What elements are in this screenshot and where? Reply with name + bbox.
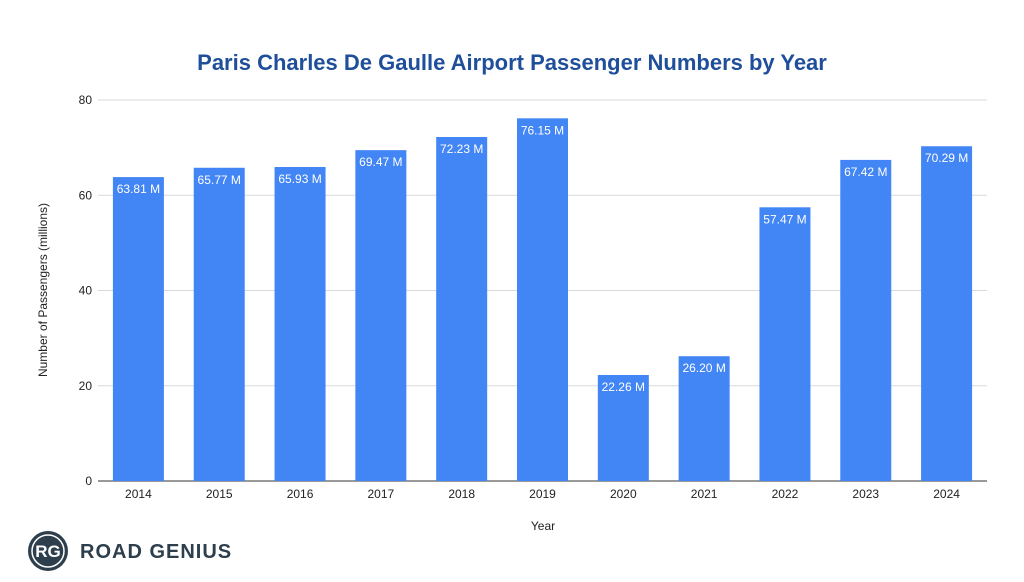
bar-data-label: 57.47 M: [763, 212, 806, 226]
x-tick-label: 2015: [206, 487, 233, 501]
bar-2015: [193, 167, 245, 481]
y-axis-title: Number of Passengers (millions): [36, 203, 50, 377]
brand-logo-badge-icon: [28, 531, 68, 571]
x-tick-label: 2019: [529, 487, 556, 501]
y-tick-label: 0: [85, 474, 92, 488]
bar-data-label: 63.81 M: [117, 182, 160, 196]
bar-2021: [678, 356, 730, 481]
bar-data-label: 67.42 M: [844, 165, 887, 179]
x-tick-labels: 2014 2015 2016 2017 2018 2019 2020 2021 2022 2023…: [125, 487, 960, 501]
bar-2022: [759, 207, 811, 481]
bar-data-label: 70.29 M: [925, 151, 968, 165]
y-tick-label: 60: [79, 188, 93, 202]
x-tick-label: 2020: [610, 487, 637, 501]
x-tick-label: 2024: [933, 487, 960, 501]
x-axis-title: Year: [531, 519, 555, 533]
x-tick-label: 2018: [448, 487, 475, 501]
bars: 63.81 M 65.77 M 65.93 M 69.47 M 72.23 M 76.15…: [112, 118, 973, 482]
bar-2019: [517, 118, 568, 481]
bar-2016: [274, 167, 326, 482]
y-tick-label: 20: [79, 379, 93, 393]
bar-2018: [436, 137, 488, 481]
bar-2023: [840, 159, 892, 482]
bar-data-label: 76.15 M: [521, 123, 564, 137]
x-tick-label: 2014: [125, 487, 152, 501]
y-tick-label: 40: [79, 284, 93, 298]
bar-data-label: 72.23 M: [440, 142, 483, 156]
bar-2014: [112, 177, 164, 482]
bar-data-label: 26.20 M: [682, 361, 725, 375]
x-tick-label: 2022: [772, 487, 799, 501]
x-tick-label: 2023: [852, 487, 879, 501]
bar-2017: [355, 150, 407, 482]
brand-name: ROAD GENIUS: [80, 541, 232, 563]
brand-logo-initials: RG: [35, 542, 61, 561]
brand-logo: RG ROAD GENIUS: [28, 531, 232, 571]
x-tick-label: 2021: [691, 487, 718, 501]
bar-2024: [921, 146, 973, 481]
y-tick-labels: 0 20 40 60 80: [79, 93, 93, 488]
bar-data-label: 65.77 M: [198, 173, 241, 187]
bar-2020: [597, 374, 649, 481]
x-tick-label: 2017: [368, 487, 395, 501]
chart-title: Paris Charles De Gaulle Airport Passenge…: [197, 50, 827, 75]
bar-data-label: 65.93 M: [278, 172, 321, 186]
x-tick-label: 2016: [287, 487, 314, 501]
brand-logo-ring-icon: [31, 534, 65, 568]
bar-data-label: 22.26 M: [602, 380, 645, 394]
bar-data-label: 69.47 M: [359, 155, 402, 169]
y-tick-label: 80: [79, 93, 93, 107]
